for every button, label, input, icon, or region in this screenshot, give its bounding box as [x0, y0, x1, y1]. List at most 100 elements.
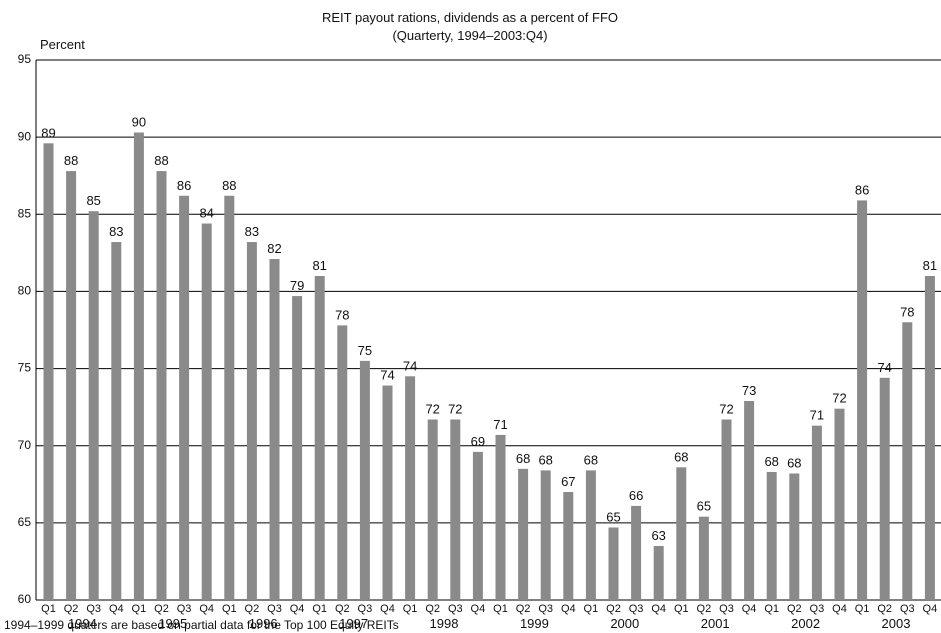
quarter-tick-label: Q3: [900, 603, 915, 615]
quarter-tick-label: Q2: [606, 603, 621, 615]
quarter-tick-label: Q2: [154, 603, 169, 615]
bar: [924, 276, 935, 600]
bar-value-label: 79: [290, 278, 304, 293]
quarter-tick-label: Q4: [471, 603, 486, 615]
quarter-tick-label: Q2: [787, 603, 802, 615]
quarter-tick-label: Q1: [855, 603, 870, 615]
bar: [563, 492, 574, 600]
year-label: 2000: [610, 616, 639, 631]
bar-value-label: 68: [584, 452, 598, 467]
quarter-tick-label: Q3: [719, 603, 734, 615]
bar: [631, 505, 642, 600]
quarter-tick-label: Q4: [651, 603, 666, 615]
bar: [608, 527, 619, 600]
bar-value-label: 69: [471, 434, 485, 449]
quarter-tick-label: Q1: [493, 603, 508, 615]
quarter-tick-label: Q2: [516, 603, 531, 615]
bar: [359, 360, 370, 600]
quarter-tick-label: Q3: [629, 603, 644, 615]
year-label: 2001: [701, 616, 730, 631]
bar: [111, 242, 122, 601]
bar-value-label: 71: [810, 408, 824, 423]
bar-value-label: 72: [719, 401, 733, 416]
y-tick-label: 70: [18, 438, 32, 452]
quarter-tick-label: Q4: [109, 603, 124, 615]
bar: [789, 473, 800, 600]
year-label: 1994: [68, 616, 97, 631]
quarter-tick-label: Q3: [267, 603, 282, 615]
bar: [902, 322, 913, 600]
year-label: 1998: [430, 616, 459, 631]
bar: [811, 425, 822, 600]
bar-value-label: 75: [358, 343, 372, 358]
bar-value-label: 86: [855, 182, 869, 197]
bar: [653, 546, 664, 600]
bar-value-label: 65: [606, 509, 620, 524]
bar-value-label: 71: [493, 417, 507, 432]
y-tick-label: 65: [18, 515, 32, 529]
bar: [269, 259, 280, 600]
bar: [676, 467, 687, 600]
bar: [698, 516, 709, 600]
y-tick-label: 80: [18, 284, 32, 298]
bar: [472, 451, 483, 600]
quarter-tick-label: Q1: [584, 603, 599, 615]
bar-value-label: 84: [199, 206, 213, 221]
bar: [246, 242, 257, 601]
year-label: 1997: [339, 616, 368, 631]
bar: [201, 223, 212, 601]
y-tick-label: 85: [18, 206, 32, 220]
quarter-tick-label: Q2: [245, 603, 260, 615]
bar-value-label: 68: [516, 451, 530, 466]
quarter-tick-label: Q3: [86, 603, 101, 615]
bar-value-label: 78: [335, 307, 349, 322]
bar: [540, 470, 551, 600]
bar-value-label: 85: [86, 193, 100, 208]
quarter-tick-label: Q1: [41, 603, 56, 615]
y-axis-label: Percent: [40, 37, 85, 52]
quarter-tick-label: Q1: [222, 603, 237, 615]
bar: [744, 400, 755, 600]
bar-value-label: 74: [380, 368, 394, 383]
bar-value-label: 63: [651, 528, 665, 543]
quarter-tick-label: Q1: [312, 603, 327, 615]
bar-value-label: 68: [538, 452, 552, 467]
bar-value-label: 81: [312, 258, 326, 273]
chart-subtitle: (Quarterty, 1994–2003:Q4): [392, 28, 547, 43]
year-label: 1995: [158, 616, 187, 631]
year-label: 2003: [882, 616, 911, 631]
bar-value-label: 83: [109, 224, 123, 239]
bar: [224, 195, 235, 600]
quarter-tick-label: Q1: [764, 603, 779, 615]
bar: [450, 419, 461, 600]
quarter-tick-label: Q3: [810, 603, 825, 615]
bar: [721, 419, 732, 600]
quarter-tick-label: Q3: [358, 603, 373, 615]
quarter-tick-label: Q4: [742, 603, 757, 615]
bar-value-label: 89: [41, 125, 55, 140]
bar-value-label: 88: [222, 178, 236, 193]
y-tick-label: 75: [18, 361, 32, 375]
bar: [518, 468, 529, 600]
bar-value-label: 82: [267, 241, 281, 256]
bar-value-label: 90: [132, 115, 146, 130]
quarter-tick-label: Q4: [923, 603, 938, 615]
bar-value-label: 65: [697, 499, 711, 514]
bar: [179, 195, 190, 600]
quarter-tick-label: Q1: [403, 603, 418, 615]
quarter-tick-label: Q1: [132, 603, 147, 615]
bar: [43, 143, 54, 601]
year-label: 1999: [520, 616, 549, 631]
quarter-tick-label: Q4: [290, 603, 305, 615]
quarter-tick-label: Q1: [674, 603, 689, 615]
year-label: 1996: [249, 616, 278, 631]
bar: [156, 171, 167, 601]
bar-value-label: 86: [177, 178, 191, 193]
bar: [585, 470, 596, 600]
bar: [405, 376, 416, 600]
bar-value-label: 74: [877, 360, 891, 375]
y-tick-label: 60: [18, 592, 32, 606]
bar: [88, 211, 99, 600]
